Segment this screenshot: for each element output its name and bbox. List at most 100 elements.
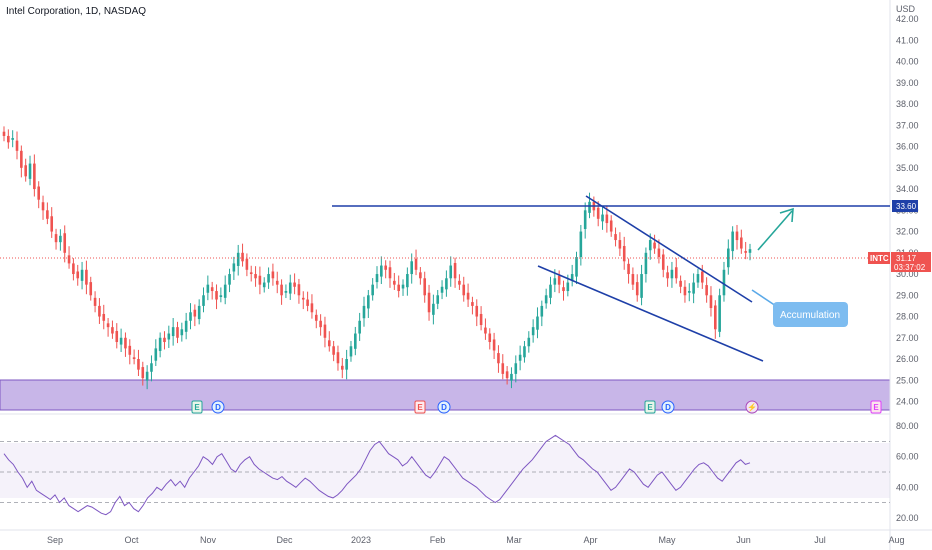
candle-body	[176, 327, 179, 338]
candle-body	[128, 345, 132, 355]
candle-body	[518, 354, 522, 361]
candle-body	[674, 267, 678, 279]
candle-body	[132, 357, 136, 360]
candle-body	[458, 280, 461, 285]
accumulation-callout[interactable]	[773, 302, 848, 327]
breakout-arrow-shaft[interactable]	[757, 210, 793, 251]
candle-body	[679, 280, 682, 287]
split-marker[interactable]	[745, 400, 759, 414]
candle-body	[193, 309, 197, 317]
candle-body	[436, 295, 440, 304]
price-tick-label: 34.00	[896, 184, 919, 194]
candle-body	[197, 305, 201, 320]
candle-body	[510, 373, 513, 381]
candle-body	[310, 303, 314, 313]
earnings-marker[interactable]	[870, 400, 882, 414]
candle-body	[670, 269, 674, 279]
time-axis[interactable]: Sep Oct Nov Dec 2023 Feb Mar Apr May Jun Jul Aug	[47, 535, 905, 545]
candle-body	[393, 280, 396, 285]
time-tick-label: Apr	[583, 535, 597, 545]
candle-body	[67, 255, 71, 264]
main-pane-bg	[0, 0, 890, 410]
wedge-lower-line[interactable]	[537, 265, 764, 362]
candle-body	[33, 163, 36, 190]
symbol-tag	[868, 252, 890, 264]
candle-body	[744, 251, 747, 253]
earnings-marker[interactable]	[414, 400, 426, 414]
event-marker-text: ⚡	[747, 402, 757, 412]
symbol-tag-text: INTC	[870, 254, 889, 263]
earnings-marker[interactable]	[191, 400, 203, 414]
price-tick-label: 39.00	[896, 78, 919, 88]
candle-body	[89, 282, 93, 296]
time-tick-label: Mar	[506, 535, 522, 545]
candle-body	[614, 234, 617, 241]
candle-body	[80, 269, 84, 281]
price-tick-label: 25.00	[896, 375, 919, 385]
candle-body	[327, 340, 331, 347]
candle-body	[319, 320, 322, 328]
candle-body	[492, 339, 496, 351]
candles	[2, 126, 752, 390]
candle-body	[449, 265, 453, 279]
candle-body	[735, 231, 739, 241]
candle-body	[54, 234, 58, 243]
candle-body	[2, 131, 6, 136]
candle-body	[306, 299, 309, 306]
candle-body	[644, 252, 648, 275]
candle-body	[145, 371, 149, 381]
candle-body	[354, 333, 357, 349]
candle-body	[28, 163, 32, 179]
candle-body	[228, 274, 231, 285]
rsi-line	[3, 434, 751, 516]
candle-body	[384, 265, 387, 270]
candle-body	[271, 271, 275, 279]
wedge-upper-line[interactable]	[585, 195, 753, 303]
price-tick-label: 30.00	[896, 269, 919, 279]
dividend-marker[interactable]	[437, 400, 451, 414]
event-marker-text: E	[194, 403, 200, 412]
candle-body	[375, 274, 379, 283]
candle-body	[410, 261, 413, 275]
candle-body	[245, 258, 249, 270]
candle-body	[453, 262, 457, 279]
candle-body	[46, 210, 49, 219]
candle-body	[280, 284, 283, 296]
candle-body	[523, 346, 526, 358]
candle-body	[215, 291, 218, 300]
earnings-marker[interactable]	[644, 400, 656, 414]
candle-body	[553, 278, 557, 285]
candle-body	[180, 329, 184, 336]
candle-body	[85, 269, 88, 285]
candle-body	[505, 371, 509, 379]
candle-body	[588, 201, 591, 213]
candle-body	[666, 272, 669, 279]
candle-body	[440, 286, 444, 293]
dividend-marker[interactable]	[661, 400, 675, 414]
chart-title: Intel Corporation, 1D, NASDAQ	[6, 6, 146, 17]
candle-body	[358, 320, 361, 334]
candle-body	[427, 292, 431, 313]
time-tick-label: 2023	[351, 535, 371, 545]
candle-body	[341, 365, 344, 370]
candle-body	[293, 282, 296, 287]
candle-body	[570, 274, 574, 280]
candle-body	[163, 337, 166, 343]
candle-body	[748, 249, 752, 253]
candle-body	[692, 282, 695, 294]
dividend-marker[interactable]	[211, 400, 225, 414]
candle-body	[575, 257, 578, 277]
candle-body	[722, 269, 726, 296]
event-marker-text: D	[665, 403, 671, 412]
accumulation-callout-text: Accumulation	[780, 310, 840, 321]
candle-body	[479, 313, 483, 326]
candle-body	[648, 240, 652, 251]
candle-body	[275, 280, 279, 285]
candle-body	[76, 271, 80, 279]
candle-body	[141, 367, 145, 379]
rsi-tick-label: 20.00	[896, 513, 919, 523]
candle-body	[700, 271, 704, 283]
candle-body	[471, 302, 474, 306]
event-markers[interactable]: E D E D E D ⚡ E	[191, 400, 882, 414]
